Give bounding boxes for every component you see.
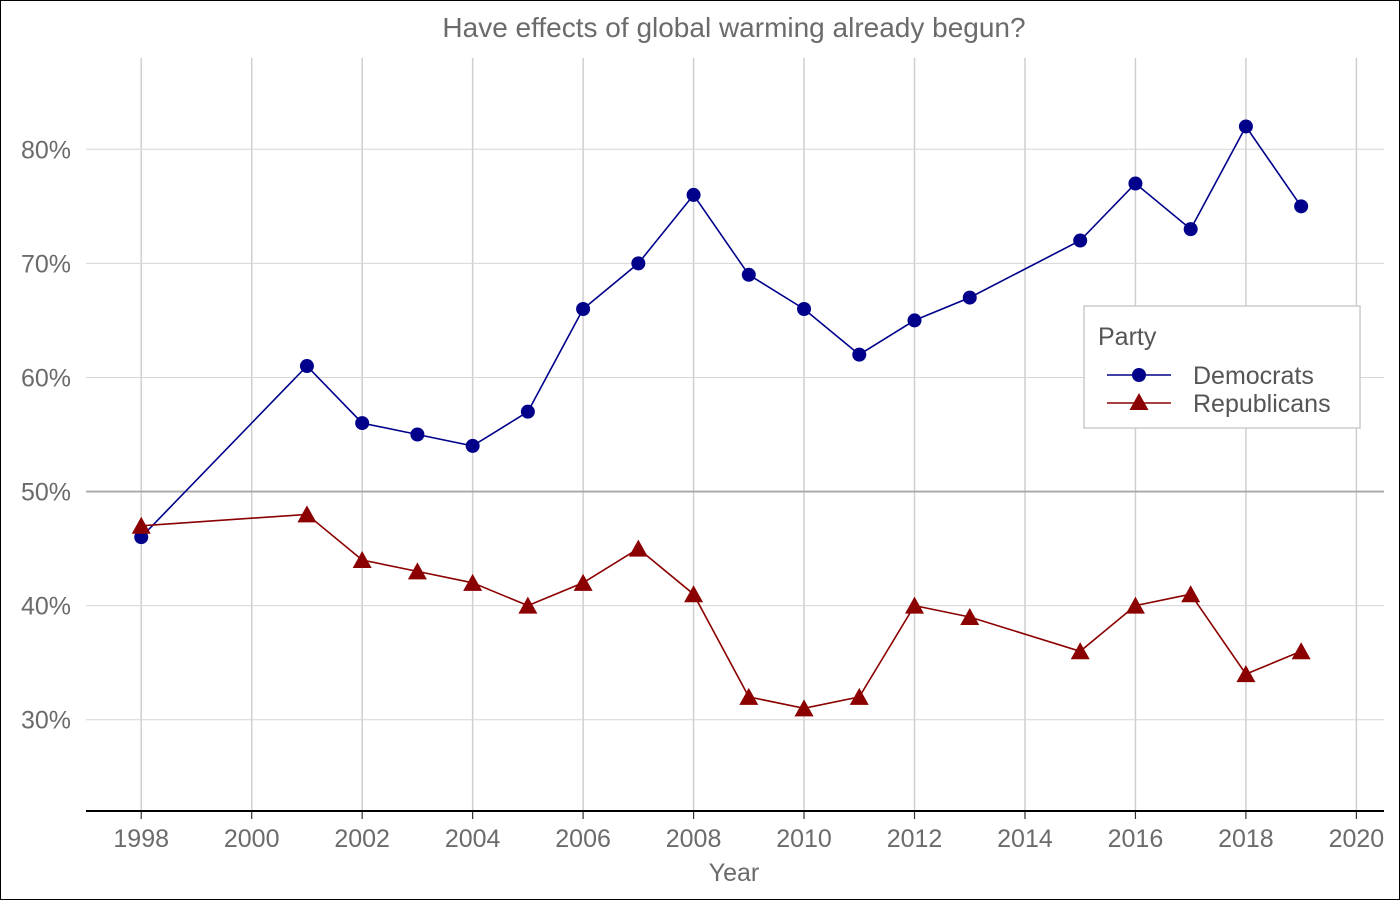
- y-tick-label-70: 70%: [21, 250, 71, 278]
- point-republicans-2011: [849, 687, 869, 705]
- point-republicans-2017: [1181, 585, 1201, 603]
- point-democrats-2006: [576, 302, 591, 316]
- y-tick-label-40: 40%: [21, 593, 71, 621]
- legend-entry-democrats: Democrats: [1107, 362, 1314, 390]
- point-republicans-2005: [518, 596, 538, 614]
- x-tick-label-2018: 2018: [1218, 825, 1274, 853]
- legend-marker-democrats: [1132, 368, 1146, 382]
- point-democrats-2017: [1183, 222, 1198, 237]
- x-tick-label-2016: 2016: [1108, 825, 1164, 853]
- chart-title: Have effects of global warming already b…: [442, 12, 1025, 43]
- x-axis-title: Year: [709, 859, 760, 887]
- point-republicans-2015: [1070, 642, 1090, 660]
- point-republicans-2007: [628, 539, 648, 557]
- y-tick-label-30: 30%: [21, 707, 71, 735]
- point-democrats-2012: [907, 313, 922, 328]
- point-republicans-2018: [1236, 665, 1256, 683]
- series-democrats: [134, 119, 1309, 545]
- x-tick-labels: 1998 2000 2002 2004 2006 2008 2010 2012 2014 2016…: [113, 825, 1384, 853]
- point-republicans-2013: [960, 608, 980, 626]
- x-tick-label-2002: 2002: [334, 825, 390, 853]
- y-tick-label-50: 50%: [21, 479, 71, 507]
- point-republicans-2008: [684, 585, 704, 603]
- point-republicans-2001: [297, 505, 317, 523]
- point-republicans-2010: [794, 699, 814, 717]
- legend-entry-republicans: Republicans: [1107, 390, 1331, 418]
- point-democrats-2001: [299, 359, 314, 374]
- x-tick-label-2006: 2006: [555, 825, 611, 853]
- point-democrats-2018: [1238, 119, 1253, 134]
- point-democrats-2005: [520, 404, 535, 419]
- x-tick-label-2008: 2008: [666, 825, 722, 853]
- point-democrats-2013: [962, 290, 977, 305]
- y-tick-labels: 30% 40% 50% 60% 70% 80%: [21, 136, 71, 734]
- y-tick-label-60: 60%: [21, 364, 71, 392]
- x-tick-label-2010: 2010: [776, 825, 832, 853]
- point-democrats-2019: [1294, 199, 1309, 214]
- axes: [86, 810, 1384, 819]
- y-tick-label-80: 80%: [21, 136, 71, 164]
- legend-label-republicans: Republicans: [1193, 390, 1331, 418]
- point-democrats-2007: [631, 256, 646, 271]
- point-republicans-2009: [739, 687, 759, 705]
- point-democrats-2010: [797, 302, 812, 316]
- point-republicans-2003: [407, 562, 427, 580]
- x-tick-label-2012: 2012: [887, 825, 943, 853]
- x-tick-label-2014: 2014: [997, 825, 1053, 853]
- legend-marker-republicans: [1129, 393, 1149, 410]
- point-republicans-2004: [463, 573, 483, 591]
- point-democrats-2016: [1128, 176, 1143, 191]
- x-tick-label-2020: 2020: [1329, 825, 1385, 853]
- point-democrats-2015: [1073, 233, 1088, 248]
- point-republicans-2016: [1125, 596, 1145, 614]
- point-democrats-2009: [741, 267, 756, 282]
- x-tick-label-2000: 2000: [224, 825, 280, 853]
- legend-label-democrats: Democrats: [1193, 362, 1314, 390]
- point-republicans-1998: [131, 516, 151, 534]
- point-democrats-2008: [686, 187, 701, 202]
- legend-box: [1083, 305, 1361, 429]
- series-layer: [131, 119, 1311, 717]
- x-tick-label-2004: 2004: [445, 825, 501, 853]
- point-republicans-2006: [573, 573, 593, 591]
- point-democrats-2011: [852, 347, 867, 362]
- point-democrats-2003: [410, 427, 425, 442]
- grid: [86, 58, 1384, 811]
- series-line-republicans: [141, 513, 1302, 710]
- point-republicans-2019: [1291, 642, 1311, 660]
- legend-title: Party: [1098, 323, 1157, 351]
- point-republicans-2002: [352, 551, 372, 568]
- series-republicans: [131, 505, 1311, 717]
- point-democrats-2002: [355, 416, 370, 431]
- point-republicans-2012: [905, 596, 925, 614]
- point-democrats-2004: [465, 438, 480, 453]
- x-tick-label-1998: 1998: [113, 825, 169, 853]
